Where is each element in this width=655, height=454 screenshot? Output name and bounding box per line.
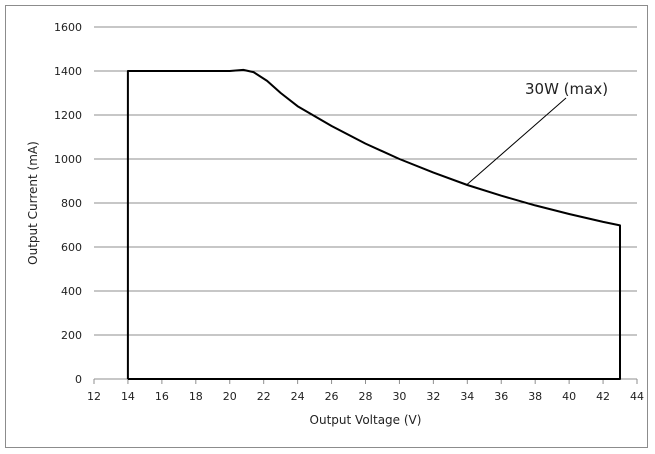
x-tick-label: 38 [528,390,542,403]
y-tick-label: 1000 [54,153,82,166]
x-tick-label: 40 [562,390,576,403]
y-tick-label: 1400 [54,65,82,78]
x-tick-label: 18 [189,390,203,403]
y-tick-labels: 0 200 400 600 800 1000 1200 1400 1600 [54,21,82,386]
x-tick-label: 26 [325,390,339,403]
x-tick-label: 14 [121,390,135,403]
x-tick-label: 32 [426,390,440,403]
x-tick-label: 44 [630,390,644,403]
x-tick-label: 22 [257,390,271,403]
x-tick-label: 28 [359,390,373,403]
x-tick-label: 20 [223,390,237,403]
y-tick-label: 200 [61,329,82,342]
annotation-30w-max: 30W (max) [525,80,608,98]
chart-frame [5,5,648,448]
annotation-leader-line [466,97,567,185]
x-axis-title: Output Voltage (V) [310,413,422,427]
x-tick-label: 36 [494,390,508,403]
y-tick-label: 800 [61,197,82,210]
x-tick-label: 30 [392,390,406,403]
series-line-30w [126,68,621,380]
y-axis-title: Output Current (mA) [26,141,40,265]
y-tick-label: 1200 [54,109,82,122]
y-tick-label: 0 [75,373,82,386]
x-tick-label: 34 [460,390,474,403]
grid-lines [94,26,637,336]
x-tick-label: 24 [291,390,305,403]
x-tick-labels: 12 14 16 18 20 22 24 26 28 30 32 34 36 38 40 42 44 [87,390,644,403]
y-tick-label: 400 [61,285,82,298]
y-tick-label: 1600 [54,21,82,34]
x-tick-label: 12 [87,390,101,403]
y-tick-label: 600 [61,241,82,254]
x-tick-label: 42 [596,390,610,403]
x-tick-label: 16 [155,390,169,403]
